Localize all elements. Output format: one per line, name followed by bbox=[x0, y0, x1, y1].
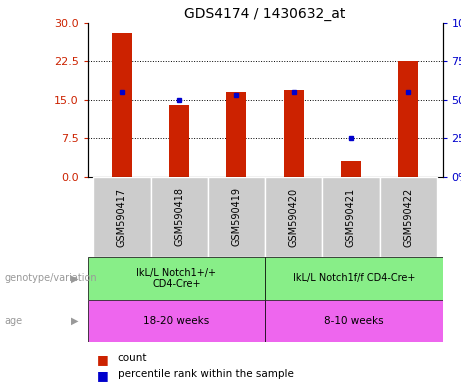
Text: GSM590419: GSM590419 bbox=[231, 187, 242, 247]
Bar bbox=[265, 257, 443, 300]
Bar bbox=[112, 33, 132, 177]
Bar bbox=[151, 177, 208, 257]
Bar bbox=[169, 105, 189, 177]
Bar bbox=[341, 161, 361, 177]
Bar bbox=[88, 257, 265, 300]
Text: GSM590417: GSM590417 bbox=[117, 187, 127, 247]
Text: GSM590421: GSM590421 bbox=[346, 187, 356, 247]
Text: GSM590422: GSM590422 bbox=[403, 187, 413, 247]
Text: ▶: ▶ bbox=[71, 316, 78, 326]
Text: percentile rank within the sample: percentile rank within the sample bbox=[118, 369, 294, 379]
Text: 18-20 weeks: 18-20 weeks bbox=[143, 316, 209, 326]
Text: ■: ■ bbox=[97, 353, 108, 366]
Text: ▶: ▶ bbox=[71, 273, 78, 283]
Text: ■: ■ bbox=[97, 369, 108, 382]
Text: IkL/L Notch1+/+
CD4-Cre+: IkL/L Notch1+/+ CD4-Cre+ bbox=[136, 268, 216, 289]
Text: age: age bbox=[5, 316, 23, 326]
Bar bbox=[93, 177, 151, 257]
Bar bbox=[226, 92, 247, 177]
Bar bbox=[322, 177, 379, 257]
Text: genotype/variation: genotype/variation bbox=[5, 273, 97, 283]
Title: GDS4174 / 1430632_at: GDS4174 / 1430632_at bbox=[184, 7, 346, 21]
Text: IkL/L Notch1f/f CD4-Cre+: IkL/L Notch1f/f CD4-Cre+ bbox=[293, 273, 415, 283]
Bar bbox=[398, 61, 418, 177]
Text: 8-10 weeks: 8-10 weeks bbox=[324, 316, 384, 326]
Bar bbox=[265, 300, 443, 342]
Bar bbox=[265, 177, 322, 257]
Bar bbox=[88, 300, 265, 342]
Text: GSM590420: GSM590420 bbox=[289, 187, 299, 247]
Bar bbox=[284, 89, 304, 177]
Bar bbox=[208, 177, 265, 257]
Text: GSM590418: GSM590418 bbox=[174, 187, 184, 247]
Text: count: count bbox=[118, 353, 147, 363]
Bar bbox=[379, 177, 437, 257]
